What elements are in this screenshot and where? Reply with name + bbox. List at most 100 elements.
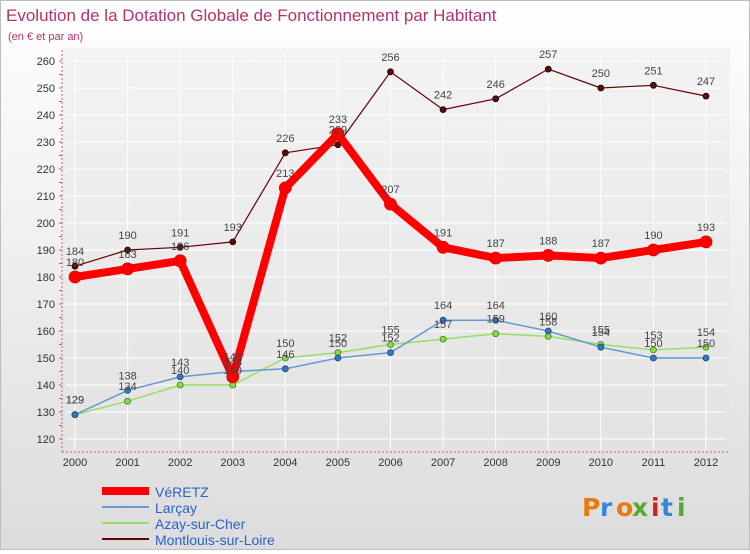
data-point bbox=[278, 181, 292, 195]
data-label: 247 bbox=[697, 76, 715, 88]
x-tick-label: 2002 bbox=[168, 457, 192, 469]
x-tick-label: 2009 bbox=[536, 457, 560, 469]
data-label: 193 bbox=[224, 222, 242, 234]
data-point bbox=[229, 238, 237, 246]
y-tick-label: 210 bbox=[37, 191, 55, 203]
data-label: 140 bbox=[224, 365, 242, 377]
data-label: 256 bbox=[381, 52, 399, 64]
data-label: 155 bbox=[592, 325, 610, 337]
data-point bbox=[68, 270, 82, 284]
data-point bbox=[173, 254, 187, 268]
legend-label: Azay-sur-Cher bbox=[155, 516, 246, 532]
data-point bbox=[650, 354, 657, 362]
data-label: 242 bbox=[434, 90, 452, 102]
data-point bbox=[439, 106, 447, 113]
data-label: 158 bbox=[539, 316, 557, 328]
data-label: 150 bbox=[644, 338, 662, 350]
x-tick-label: 2005 bbox=[326, 457, 350, 469]
data-label: 129 bbox=[66, 395, 84, 407]
data-point bbox=[544, 65, 552, 73]
y-tick-label: 180 bbox=[37, 272, 55, 284]
data-point bbox=[281, 365, 289, 373]
data-label: 164 bbox=[486, 300, 504, 312]
data-label: 150 bbox=[697, 338, 715, 350]
x-tick-label: 2007 bbox=[431, 457, 455, 469]
series-lines bbox=[68, 65, 713, 419]
x-tick-label: 2001 bbox=[115, 457, 139, 469]
data-point bbox=[699, 235, 713, 249]
data-label: 257 bbox=[539, 49, 557, 61]
data-point bbox=[702, 343, 710, 351]
data-label: 154 bbox=[592, 327, 610, 339]
y-tick-label: 220 bbox=[37, 164, 55, 176]
data-label: 233 bbox=[329, 114, 347, 126]
y-tick-label: 140 bbox=[37, 380, 55, 392]
data-label: 246 bbox=[486, 79, 504, 91]
data-point bbox=[541, 248, 555, 262]
data-point bbox=[176, 373, 184, 381]
data-point bbox=[331, 127, 345, 141]
data-label: 152 bbox=[381, 333, 399, 345]
data-label: 146 bbox=[276, 349, 294, 361]
data-label: 226 bbox=[276, 133, 294, 145]
x-tick-label: 2000 bbox=[63, 457, 87, 469]
x-tick-label: 2010 bbox=[589, 457, 613, 469]
data-point bbox=[124, 246, 131, 254]
data-label: 188 bbox=[539, 235, 557, 247]
data-label: 152 bbox=[329, 333, 347, 345]
data-point bbox=[439, 335, 447, 343]
data-point bbox=[492, 316, 500, 324]
data-point bbox=[702, 354, 710, 362]
logo-letter: P bbox=[582, 493, 600, 522]
data-point bbox=[124, 397, 131, 405]
data-label: 193 bbox=[697, 222, 715, 234]
data-point bbox=[124, 386, 131, 394]
data-label: 155 bbox=[381, 325, 399, 337]
data-label: 183 bbox=[118, 249, 136, 261]
data-label: 250 bbox=[592, 68, 610, 80]
axes: 120 130 140 150 160 170 180 190 200 210 220 230 240 2… bbox=[37, 50, 730, 469]
data-point bbox=[387, 341, 394, 348]
chart-subtitle: (en € et par an) bbox=[8, 31, 83, 43]
data-point bbox=[650, 81, 657, 89]
data-label: 186 bbox=[171, 241, 189, 253]
data-label: 180 bbox=[66, 257, 84, 269]
data-point bbox=[544, 327, 552, 335]
logo-letter: t bbox=[661, 493, 673, 522]
data-label: 191 bbox=[171, 227, 189, 239]
legend: VéRETZLarçayAzay-sur-CherMontlouis-sur-L… bbox=[102, 484, 275, 548]
x-tick-label: 2003 bbox=[221, 457, 245, 469]
data-label: 190 bbox=[644, 230, 662, 242]
y-tick-label: 250 bbox=[37, 83, 55, 95]
data-label: 187 bbox=[592, 238, 610, 250]
data-point bbox=[281, 149, 289, 157]
data-point bbox=[439, 316, 447, 324]
y-tick-label: 200 bbox=[37, 218, 55, 230]
chart-title: Evolution de la Dotation Globale de Fonc… bbox=[6, 6, 497, 25]
logo-letter: i bbox=[651, 493, 660, 522]
logo-letter: i bbox=[677, 493, 686, 522]
x-tick-label: 2004 bbox=[273, 457, 297, 469]
data-point bbox=[492, 95, 500, 103]
y-tick-label: 190 bbox=[37, 245, 55, 257]
x-tick-label: 2008 bbox=[483, 457, 507, 469]
gridlines bbox=[66, 52, 726, 450]
x-tick-label: 2011 bbox=[642, 457, 666, 469]
legend-label: VéRETZ bbox=[155, 484, 209, 500]
legend-label: Larçay bbox=[155, 500, 197, 516]
data-point bbox=[384, 197, 397, 211]
data-label: 143 bbox=[224, 357, 242, 369]
data-point bbox=[387, 349, 394, 357]
logo-letter: r bbox=[600, 493, 613, 522]
data-point bbox=[702, 92, 710, 100]
data-point bbox=[594, 251, 608, 265]
data-point bbox=[176, 381, 184, 389]
data-label: 138 bbox=[118, 370, 136, 382]
data-label: 207 bbox=[381, 184, 399, 196]
data-labels: 180 183 186 143 213 233 207 191 187 188 187 190 193 1… bbox=[66, 49, 715, 407]
data-label: 191 bbox=[434, 227, 452, 239]
data-point bbox=[121, 262, 134, 276]
logo-letter: o bbox=[616, 493, 633, 522]
x-tick-label: 2012 bbox=[694, 457, 718, 469]
